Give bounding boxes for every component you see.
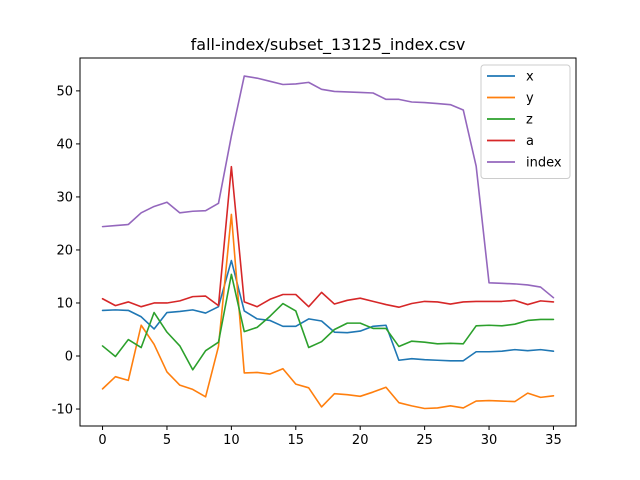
- series-line-z: [101, 273, 555, 371]
- series-line-index: [101, 75, 555, 299]
- legend-label-a: a: [526, 134, 534, 149]
- series-line-y: [101, 213, 555, 410]
- legend-label-index: index: [526, 156, 562, 171]
- y-tick-label: 40: [56, 137, 73, 152]
- legend-frame: [480, 64, 571, 179]
- y-tick-label: 10: [56, 296, 73, 311]
- y-tick-label: 20: [56, 243, 73, 258]
- series-line-x: [101, 259, 555, 362]
- x-tick-label: 5: [163, 433, 171, 448]
- legend-label-z: z: [526, 113, 533, 128]
- y-tick-label: 30: [56, 190, 73, 205]
- legend-label-y: y: [526, 91, 534, 106]
- y-tick-label: 0: [65, 350, 73, 365]
- x-tick-label: 0: [98, 433, 106, 448]
- x-tick-label: 35: [545, 433, 562, 448]
- chart-title: fall-index/subset_13125_index.csv: [191, 35, 466, 55]
- x-tick-label: 20: [352, 433, 369, 448]
- x-tick-label: 15: [288, 433, 305, 448]
- y-tick-label: -10: [52, 403, 73, 418]
- x-tick-label: 25: [416, 433, 433, 448]
- series-group: [101, 75, 555, 410]
- x-tick-label: 30: [481, 433, 498, 448]
- y-tick-label: 50: [56, 84, 73, 99]
- legend-label-x: x: [526, 70, 534, 85]
- x-tick-label: 10: [223, 433, 240, 448]
- series-line-a: [101, 165, 555, 309]
